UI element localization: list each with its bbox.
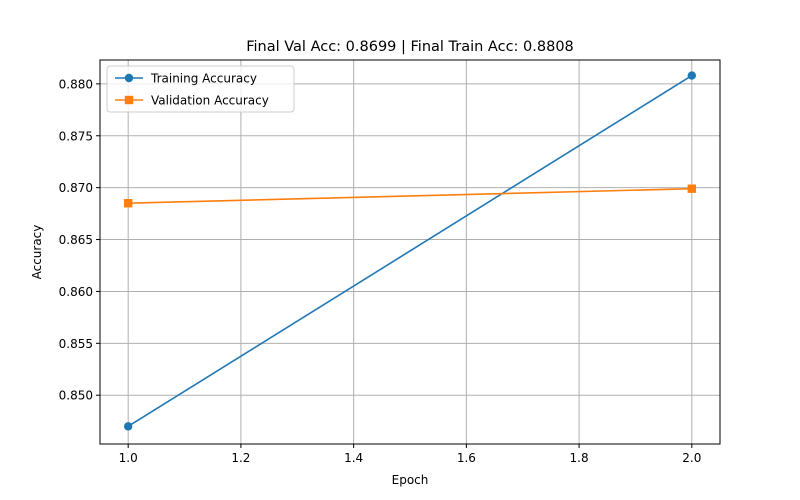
x-tick-label: 1.2 (231, 451, 250, 465)
y-tick-label: 0.850 (59, 389, 93, 403)
x-tick-label: 1.6 (457, 451, 476, 465)
training-accuracy-line (127, 74, 693, 428)
x-axis-label: Epoch (392, 473, 429, 487)
legend-validation-accuracy-marker (124, 95, 134, 105)
chart-title: Final Val Acc: 0.8699 | Final Train Acc:… (246, 39, 574, 55)
training-accuracy-point (123, 422, 133, 431)
x-tick-label: 1.8 (570, 451, 589, 465)
plot-frame (99, 59, 721, 445)
training-accuracy-point (687, 71, 697, 80)
y-tick-label: 0.880 (59, 77, 93, 91)
validation-accuracy-line (128, 187, 692, 205)
legend-training-accuracy-label: Training Accuracy (150, 72, 257, 86)
legend: Training Accuracy Validation Accuracy (106, 65, 295, 113)
y-axis-label: Accuracy (30, 225, 44, 280)
y-tick-label: 0.855 (59, 337, 93, 351)
y-tick-label: 0.860 (59, 285, 93, 299)
y-tick-label: 0.870 (59, 181, 93, 195)
legend-items: Training Accuracy Validation Accuracy (115, 72, 269, 108)
validation-accuracy-point (687, 184, 697, 193)
grid-layer (100, 60, 720, 444)
x-tick-label: 2.0 (682, 451, 701, 465)
legend-validation-accuracy-label: Validation Accuracy (151, 94, 269, 108)
series-layer (123, 71, 697, 431)
tick-layer: 1.0 1.2 1.4 1.6 1.8 2.0 0.850 0.855 0.860 0.865 0.… (59, 77, 702, 465)
x-tick-label: 1.4 (344, 451, 363, 465)
y-tick-label: 0.865 (59, 233, 93, 247)
legend-training-accuracy-marker (124, 73, 134, 83)
y-tick-label: 0.875 (59, 129, 93, 143)
x-tick-label: 1.0 (119, 451, 138, 465)
validation-accuracy-point (123, 199, 133, 208)
legend-box (106, 65, 295, 113)
